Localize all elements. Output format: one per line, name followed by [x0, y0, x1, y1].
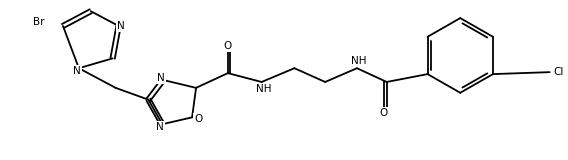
- Text: N: N: [156, 122, 164, 132]
- Text: Br: Br: [34, 17, 45, 27]
- Text: N: N: [116, 21, 124, 31]
- Text: N: N: [73, 66, 81, 76]
- Text: O: O: [379, 108, 388, 118]
- Text: N: N: [157, 73, 165, 83]
- Text: O: O: [194, 114, 202, 124]
- Text: NH: NH: [256, 84, 272, 94]
- Text: Cl: Cl: [554, 67, 564, 77]
- Text: O: O: [224, 41, 232, 51]
- Text: NH: NH: [351, 56, 367, 66]
